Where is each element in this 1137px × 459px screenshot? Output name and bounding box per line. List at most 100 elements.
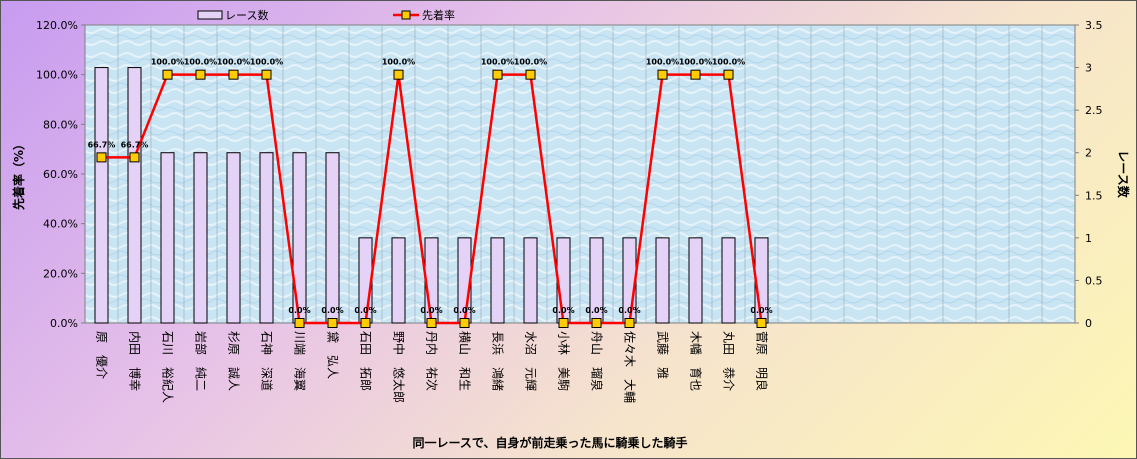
x-axis-category-label: 黛 弘人 — [326, 331, 340, 379]
bar-race-count — [127, 67, 142, 324]
line-point-marker — [426, 318, 437, 328]
x-axis-title: 同一レースで、自身が前走乗った馬に騎乗した騎手 — [413, 435, 688, 450]
y-axis-left-tick-label: 60.0% — [43, 168, 78, 181]
data-label: 66.7% — [121, 140, 149, 149]
x-axis-category-label: 岩部 純二 — [194, 331, 209, 391]
line-point-marker — [228, 69, 239, 80]
bar-race-count — [391, 237, 406, 324]
data-label: 100.0% — [184, 58, 217, 67]
x-axis-category-label: 川端 海翼 — [293, 331, 308, 391]
y-axis-right-tick-label: 2 — [1085, 147, 1092, 160]
x-axis-category-label: 杉原 誠人 — [227, 331, 241, 391]
y-axis-right-tick-label: 3 — [1085, 62, 1092, 75]
data-label: 100.0% — [712, 58, 745, 67]
y-axis-right-tick-label: 0.5 — [1085, 274, 1103, 287]
bar-race-count — [523, 237, 538, 324]
x-axis-category-label: 木幡 育也 — [689, 331, 704, 391]
line-point-marker — [558, 318, 569, 328]
line-point-marker — [195, 69, 206, 80]
data-label: 0.0% — [354, 306, 376, 315]
data-label: 100.0% — [514, 58, 547, 67]
data-label: 100.0% — [679, 58, 712, 67]
x-axis-category-label: 横山 和生 — [458, 331, 472, 391]
line-point-marker — [459, 318, 470, 328]
y-axis-right-tick-label: 2.5 — [1085, 104, 1103, 117]
bar-race-count — [655, 237, 670, 324]
legend-swatch-bars — [197, 10, 223, 20]
line-point-marker — [591, 318, 602, 328]
bar-race-count — [193, 152, 208, 324]
line-point-marker — [690, 69, 701, 80]
line-point-marker — [492, 69, 503, 80]
x-axis-category-label: 石神 深道 — [260, 331, 274, 391]
y-axis-left-tick-label: 80.0% — [43, 118, 78, 131]
data-label: 66.7% — [88, 140, 116, 149]
x-axis-category-label: 水沼 元輝 — [524, 331, 538, 391]
line-point-marker — [261, 69, 272, 80]
data-label: 100.0% — [250, 58, 283, 67]
y-axis-left-tick-label: 20.0% — [43, 267, 78, 280]
bar-race-count — [325, 152, 340, 324]
line-point-marker — [162, 69, 173, 80]
line-point-marker — [129, 152, 140, 163]
y-axis-left-tick-label: 0.0% — [50, 317, 78, 330]
line-point-marker — [723, 69, 734, 80]
data-label: 0.0% — [552, 306, 574, 315]
y-axis-right-tick-label: 0 — [1085, 317, 1092, 330]
y-axis-left-tick-label: 100.0% — [36, 69, 78, 82]
data-label: 100.0% — [151, 58, 184, 67]
data-label: 0.0% — [585, 306, 607, 315]
line-point-marker — [96, 152, 107, 163]
data-label: 0.0% — [288, 306, 310, 315]
bar-race-count — [160, 152, 175, 324]
bar-race-count — [721, 237, 736, 324]
x-axis-category-label: 長浜 鴻緒 — [491, 331, 506, 391]
data-label: 0.0% — [321, 306, 343, 315]
line-point-marker — [624, 318, 635, 328]
data-label: 100.0% — [382, 58, 415, 67]
y-axis-right-tick-label: 1.5 — [1085, 189, 1103, 202]
x-axis-category-label: 石川 裕紀人 — [161, 331, 176, 403]
data-label: 100.0% — [481, 58, 514, 67]
legend-swatch-marker — [401, 10, 411, 20]
data-label: 0.0% — [453, 306, 475, 315]
line-point-marker — [294, 318, 305, 328]
line-point-marker — [756, 318, 767, 328]
x-axis-category-label: 野中 悠太郎 — [392, 331, 407, 403]
bar-race-count — [226, 152, 241, 324]
data-label: 0.0% — [420, 306, 442, 315]
line-point-marker — [393, 69, 404, 80]
y-axis-right-tick-label: 1 — [1085, 232, 1092, 245]
x-axis-category-label: 丹内 祐次 — [425, 331, 439, 391]
y-axis-left-tick-label: 120.0% — [36, 19, 78, 32]
data-label: 100.0% — [646, 58, 679, 67]
x-axis-category-label: 舟山 瑠泉 — [590, 331, 604, 391]
legend-label-bars: レース数 — [225, 9, 268, 22]
bar-race-count — [259, 152, 274, 324]
bar-race-count — [94, 67, 109, 324]
data-label: 0.0% — [750, 306, 772, 315]
x-axis-category-label: 石田 拓郎 — [359, 331, 373, 391]
x-axis-category-label: 内田 博幸 — [128, 331, 143, 391]
x-axis-category-label: 原 優介 — [95, 331, 109, 379]
y-axis-right-title: レース数 — [1116, 150, 1131, 198]
y-axis-left-title: 先着率（%） — [11, 138, 26, 210]
line-point-marker — [360, 318, 371, 328]
legend-label-line: 先着率 — [422, 8, 455, 22]
y-axis-left-tick-label: 40.0% — [43, 218, 78, 231]
line-point-marker — [327, 318, 338, 328]
bar-race-count — [688, 237, 703, 324]
x-axis-category-label: 武藤 雅 — [656, 331, 671, 379]
bar-race-count — [490, 237, 505, 324]
data-label: 100.0% — [217, 58, 250, 67]
x-axis-category-label: 小林 美駒 — [557, 331, 571, 391]
line-point-marker — [525, 69, 536, 80]
data-label: 0.0% — [618, 306, 640, 315]
line-point-marker — [657, 69, 668, 80]
x-axis-category-label: 佐々木 大輔 — [623, 331, 637, 403]
x-axis-category-label: 丸田 恭介 — [722, 331, 736, 391]
y-axis-right-tick-label: 3.5 — [1085, 19, 1103, 32]
x-axis-category-label: 菅原 明良 — [755, 331, 770, 391]
